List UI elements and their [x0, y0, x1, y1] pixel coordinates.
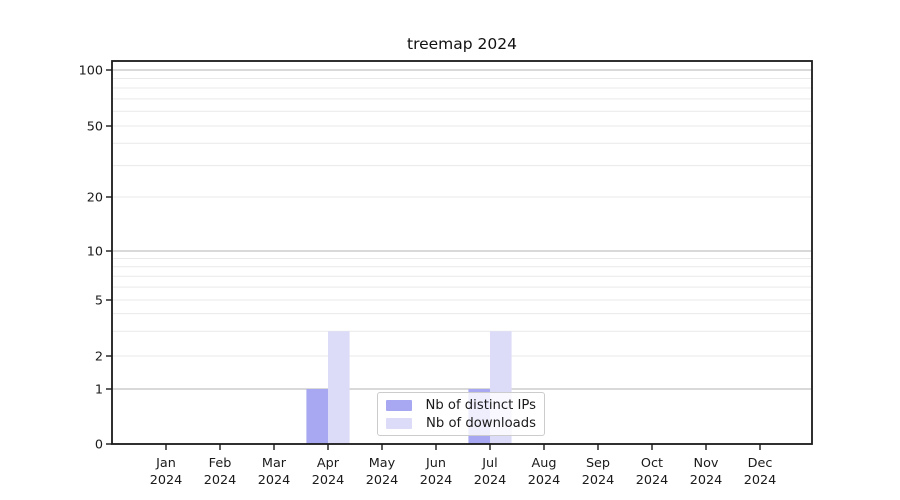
y-tick-label: 0 [95, 438, 103, 453]
x-tick-label-month: Mar [262, 456, 287, 471]
x-tick-label-year: 2024 [744, 473, 777, 488]
x-tick-label-year: 2024 [582, 473, 615, 488]
legend-item-downloads: Nb of downloads [386, 416, 536, 431]
legend: Nb of distinct IPs Nb of downloads [377, 392, 545, 436]
x-tick-label-month: Aug [532, 456, 557, 471]
y-tick-label: 2 [95, 350, 103, 365]
x-tick-label-year: 2024 [420, 473, 453, 488]
legend-swatch-downloads [386, 418, 412, 429]
x-tick-label-year: 2024 [636, 473, 669, 488]
y-tick-label: 20 [87, 191, 103, 206]
x-tick-label-month: May [369, 456, 396, 471]
x-tick-label-month: Jan [155, 456, 176, 471]
x-tick-label-month: Nov [694, 456, 719, 471]
chart-title: treemap 2024 [407, 35, 517, 53]
y-tick-label: 1 [95, 383, 103, 398]
bar-apr-series0 [306, 389, 328, 444]
x-tick-label-month: Jul [481, 456, 497, 471]
x-tick-label-year: 2024 [312, 473, 345, 488]
plot-border [111, 60, 813, 445]
legend-label-distinct-ips: Nb of distinct IPs [425, 398, 536, 413]
y-tick-label: 5 [95, 294, 103, 309]
legend-item-distinct-ips: Nb of distinct IPs [386, 398, 536, 413]
x-tick-label-month: Oct [641, 456, 663, 471]
x-tick-label-month: Sep [586, 456, 610, 471]
x-tick-label-month: Jun [425, 456, 446, 471]
x-tick-label-month: Apr [317, 456, 340, 471]
bar-apr-series1 [328, 331, 350, 444]
x-tick-label-year: 2024 [204, 473, 237, 488]
x-tick-label-month: Feb [209, 456, 232, 471]
y-tick-label: 50 [87, 120, 103, 135]
x-tick-label-year: 2024 [366, 473, 399, 488]
y-tick-label: 100 [79, 64, 103, 79]
x-tick-label-year: 2024 [690, 473, 723, 488]
legend-label-downloads: Nb of downloads [426, 416, 536, 431]
x-tick-label-year: 2024 [150, 473, 183, 488]
x-tick-label-year: 2024 [474, 473, 507, 488]
x-tick-label-year: 2024 [258, 473, 291, 488]
y-tick-label: 10 [87, 245, 103, 260]
x-tick-label-year: 2024 [528, 473, 561, 488]
x-tick-label-month: Dec [748, 456, 773, 471]
legend-swatch-distinct-ips [386, 400, 412, 411]
